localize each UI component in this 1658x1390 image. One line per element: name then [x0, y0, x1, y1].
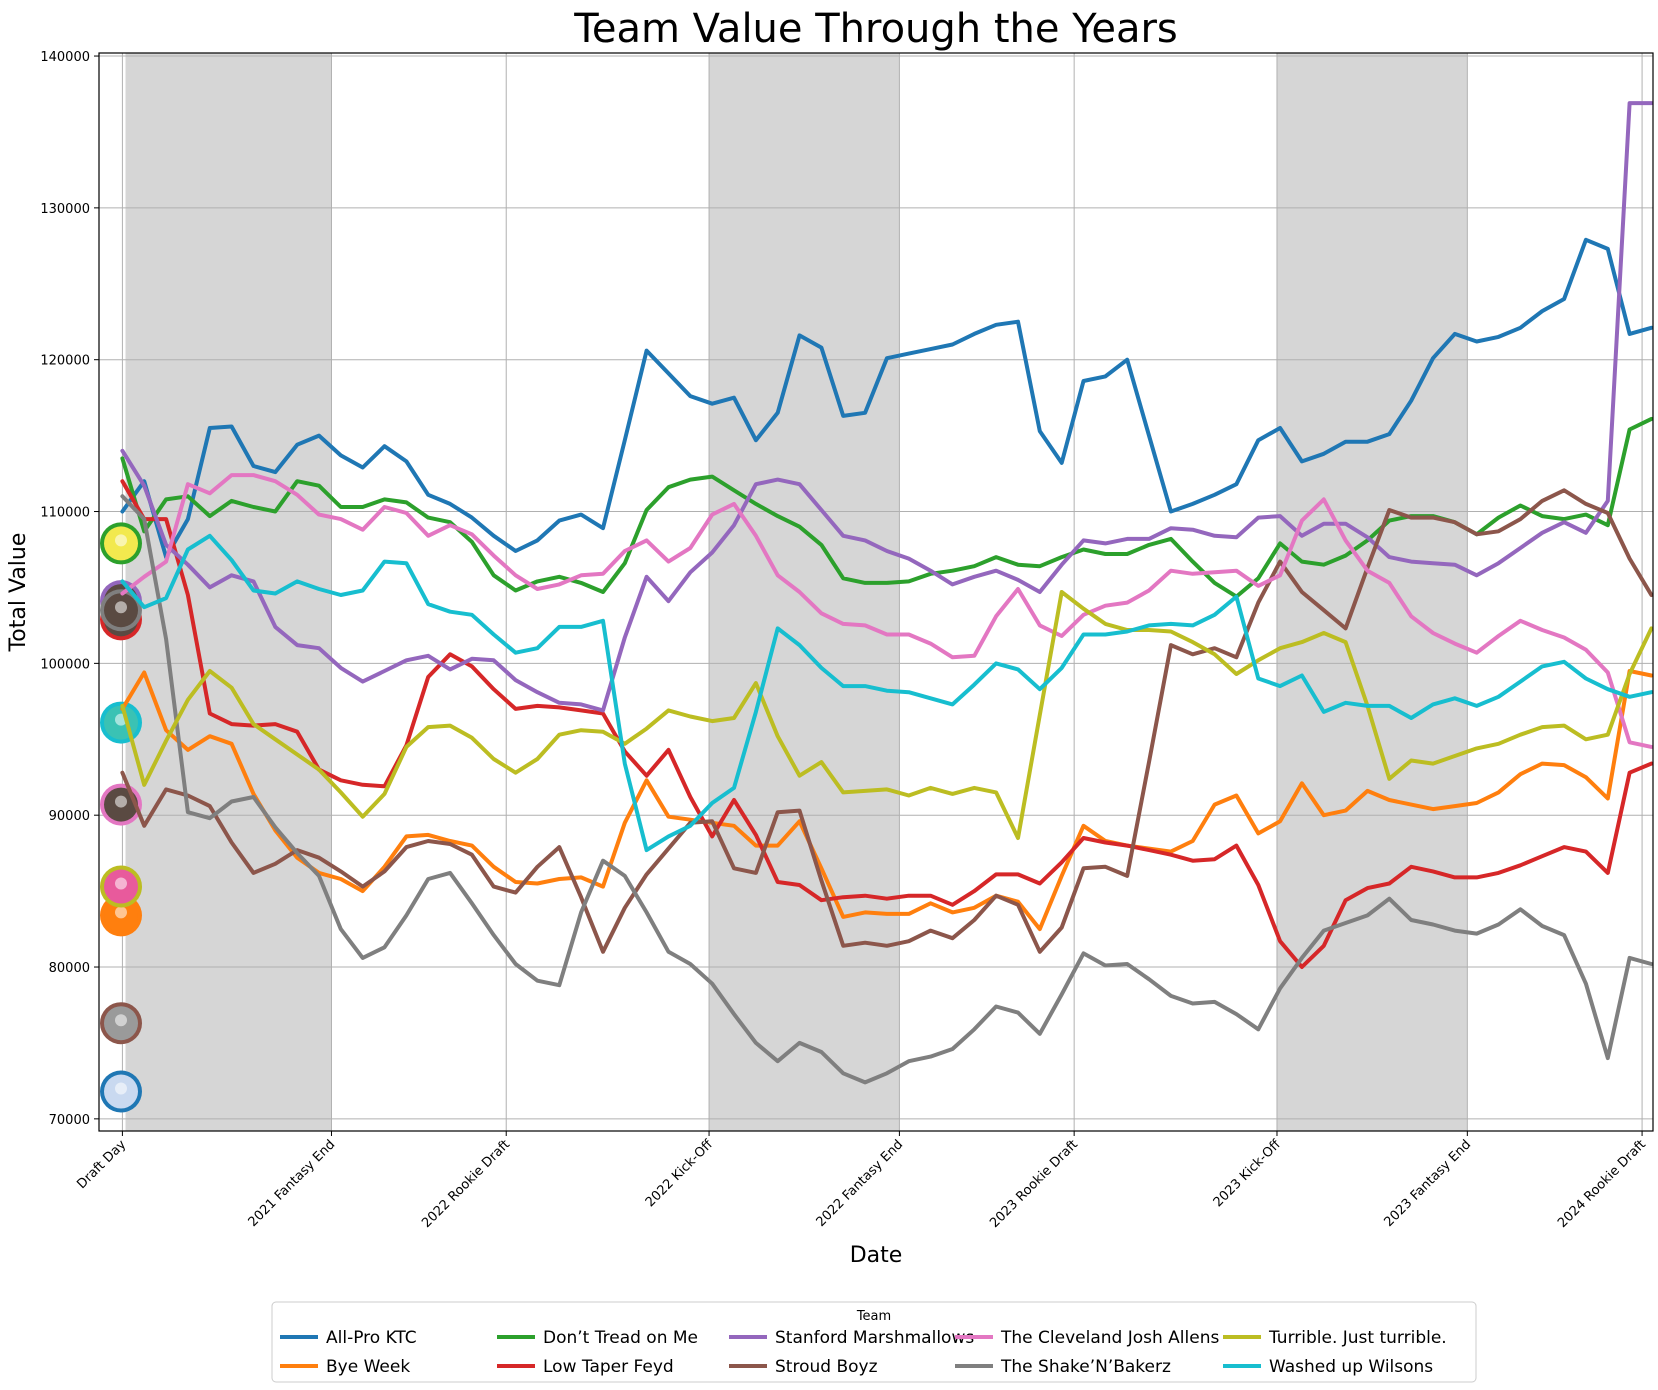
- season-band: [125, 53, 332, 1131]
- arrows-logo-icon: [100, 1070, 142, 1113]
- robot-mask-icon: [100, 894, 142, 937]
- y-tick-label: 70000: [49, 1113, 90, 1128]
- series-lines: [120, 101, 1654, 1085]
- avatar-detail: [115, 906, 127, 919]
- legend-label: Don’t Tread on Me: [543, 1328, 698, 1348]
- legend-label: Washed up Wilsons: [1269, 1357, 1433, 1377]
- legend-label: The Cleveland Josh Allens: [1000, 1328, 1219, 1348]
- landscape-photo-icon: [100, 1002, 142, 1045]
- y-tick-label: 120000: [40, 354, 90, 369]
- legend-label: Bye Week: [326, 1357, 410, 1377]
- avatar-detail: [115, 1082, 127, 1095]
- legend: Team All-Pro KTC Bye Week Don’t Tread on M…: [271, 1301, 1477, 1383]
- legend-label: Stroud Boyz: [775, 1357, 878, 1377]
- legend-items: All-Pro KTC Bye Week Don’t Tread on Me Low …: [280, 1328, 1447, 1377]
- team-avatars: [100, 522, 142, 1113]
- legend-label: Low Taper Feyd: [543, 1357, 674, 1377]
- series-line: [120, 488, 1654, 954]
- season-band: [709, 53, 900, 1131]
- legend-box: [271, 1301, 1477, 1383]
- legend-label: Stanford Marshmallows: [775, 1328, 974, 1348]
- avatar-detail: [115, 601, 127, 614]
- y-axis-ticks: 70000 80000 90000 100000 110000 120000 130000 1…: [40, 50, 99, 1128]
- season-band: [1276, 53, 1468, 1131]
- legend-label: All-Pro KTC: [326, 1328, 417, 1348]
- gadsden-snake-icon: [100, 522, 142, 565]
- plot-frame: [98, 52, 1654, 1132]
- y-tick-label: 90000: [49, 809, 90, 824]
- y-tick-label: 80000: [49, 961, 90, 976]
- comic-logo-icon: [100, 865, 142, 908]
- series-line: [120, 494, 1654, 1085]
- series-line: [120, 533, 1654, 853]
- x-axis-label: Date: [850, 1243, 903, 1268]
- series-line: [120, 590, 1654, 840]
- chart-title: Team Value Through the Years: [573, 6, 1178, 52]
- legend-label: Turrible. Just turrible.: [1268, 1328, 1447, 1348]
- avatar-detail: [115, 795, 127, 808]
- series-line: [120, 416, 1654, 599]
- series-line: [120, 473, 1654, 749]
- series-line: [120, 479, 1654, 969]
- y-axis-label: Total Value: [6, 533, 31, 653]
- y-tick-label: 110000: [40, 506, 90, 521]
- legend-label: The Shake’N’Bakerz: [1000, 1357, 1171, 1377]
- portrait-photo-icon: [100, 589, 142, 632]
- series-line: [120, 101, 1654, 713]
- y-tick-label: 100000: [40, 657, 90, 672]
- y-tick-label: 140000: [40, 50, 90, 65]
- legend-title: Team: [856, 1309, 891, 1324]
- y-tick-label: 130000: [40, 202, 90, 217]
- avatar-detail: [115, 1014, 127, 1027]
- avatar-detail: [115, 877, 127, 890]
- series-line: [120, 237, 1654, 560]
- avatar-detail: [115, 534, 127, 547]
